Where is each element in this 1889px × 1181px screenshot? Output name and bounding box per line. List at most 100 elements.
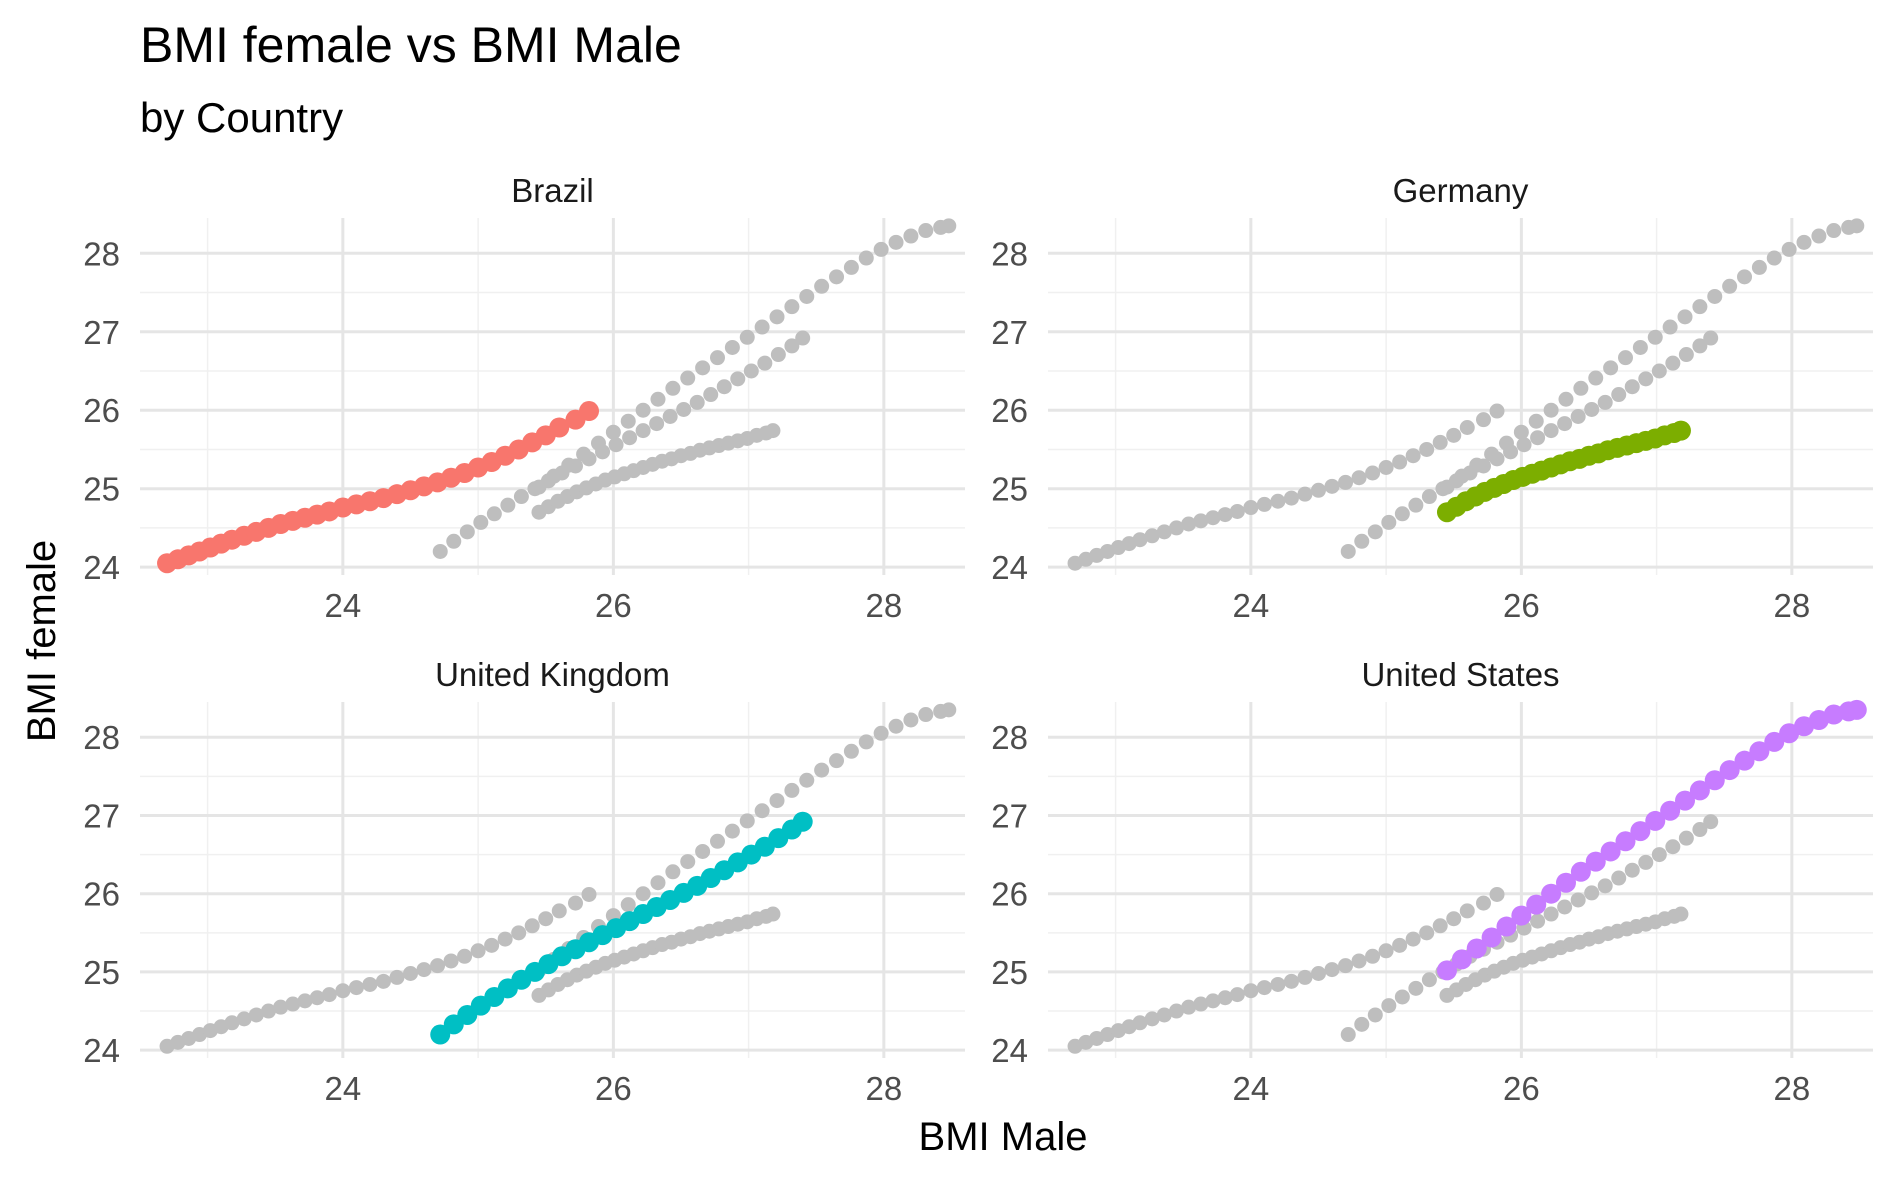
data-point-brazil [549, 417, 570, 438]
bg-point-brazil [470, 943, 486, 959]
bg-point-united-states [829, 753, 845, 769]
bg-point-brazil [402, 965, 418, 981]
bg-point-united-states [1722, 278, 1738, 294]
bg-point-brazil [1193, 996, 1209, 1012]
y-tick-label: 26 [83, 392, 120, 429]
bg-point-united-kingdom [1665, 355, 1681, 371]
bg-point-united-states [1543, 402, 1559, 418]
bg-point-united-kingdom [703, 387, 719, 403]
x-tick-label: 26 [1503, 587, 1540, 624]
bg-point-brazil [1310, 965, 1326, 981]
bg-point-brazil [1168, 1003, 1184, 1019]
bg-point-united-kingdom [432, 543, 448, 559]
bg-point-brazil [524, 918, 540, 934]
bg-point-united-states [1573, 380, 1589, 396]
x-tick-label: 28 [865, 587, 902, 624]
bg-point-united-states [739, 813, 755, 829]
y-tick-label: 28 [991, 719, 1028, 756]
bg-point-united-kingdom [1340, 543, 1356, 559]
bg-point-united-kingdom [784, 338, 800, 354]
bg-point-united-kingdom [1530, 430, 1546, 446]
bg-point-brazil [321, 987, 337, 1003]
bg-point-brazil [1193, 513, 1209, 529]
bg-point-brazil [1419, 925, 1435, 941]
bg-point-united-states [829, 269, 845, 285]
panel-title-brazil: Brazil [511, 172, 594, 209]
bg-point-united-states [1811, 228, 1827, 244]
bg-point-united-states [695, 360, 711, 376]
y-tick-label: 24 [991, 1032, 1028, 1069]
panel-title-united-kingdom: United Kingdom [435, 656, 670, 693]
bg-point-brazil [1243, 983, 1259, 999]
bg-point-brazil [1475, 895, 1491, 911]
data-point-united-states [1526, 894, 1547, 915]
y-tick-label: 27 [991, 314, 1028, 351]
y-tick-label: 26 [991, 392, 1028, 429]
bg-point-united-states [1849, 218, 1865, 234]
y-tick-label: 28 [83, 235, 120, 272]
bg-point-brazil [1256, 496, 1272, 512]
bg-point-united-kingdom [1530, 913, 1546, 929]
bg-point-brazil [1446, 427, 1462, 443]
y-axis-title: BMI female [20, 540, 64, 742]
bg-point-united-kingdom [459, 524, 475, 540]
bg-point-brazil [1270, 493, 1286, 509]
data-point-united-states [1570, 861, 1591, 882]
bg-point-united-kingdom [1665, 839, 1681, 855]
bg-point-brazil [224, 1015, 240, 1031]
bg-point-brazil [375, 973, 391, 989]
bg-point-united-kingdom [676, 401, 692, 417]
bg-point-united-states [918, 707, 934, 723]
bg-point-united-states [561, 457, 577, 473]
bg-point-united-states [1766, 250, 1782, 266]
data-point-united-states [1749, 741, 1770, 762]
bg-point-united-kingdom [608, 437, 624, 453]
bg-point-united-kingdom [1381, 514, 1397, 530]
bg-point-united-kingdom [1651, 363, 1667, 379]
data-point-united-states [1541, 883, 1562, 904]
bg-point-united-kingdom [795, 330, 811, 346]
x-tick-label: 26 [595, 1070, 632, 1107]
bg-point-brazil [1297, 969, 1313, 985]
bg-point-united-states [918, 223, 934, 239]
bg-point-brazil [430, 958, 446, 974]
y-tick-label: 27 [83, 797, 120, 834]
bg-point-brazil [1405, 448, 1421, 464]
data-point-united-states [1779, 723, 1800, 744]
bg-point-united-states [754, 803, 770, 819]
bg-point-united-kingdom [770, 347, 786, 363]
bg-point-united-kingdom [446, 533, 462, 549]
y-tick-label: 25 [83, 954, 120, 991]
bg-point-united-kingdom [716, 379, 732, 395]
bg-point-united-states [941, 702, 957, 718]
bg-point-brazil [497, 931, 513, 947]
bg-point-united-states [1751, 259, 1767, 275]
bg-point-germany [765, 423, 781, 439]
y-tick-label: 28 [83, 719, 120, 756]
bg-point-united-kingdom [1557, 899, 1573, 915]
bg-point-united-states [1618, 350, 1633, 366]
bg-point-united-kingdom [1611, 870, 1627, 886]
bg-point-united-states [635, 402, 651, 418]
bg-point-brazil [1446, 911, 1462, 927]
x-tick-label: 26 [595, 587, 632, 624]
x-tick-label: 28 [1773, 587, 1810, 624]
bg-point-united-kingdom [1421, 972, 1437, 988]
bg-point-united-kingdom [1367, 524, 1383, 540]
data-point-united-states [1660, 800, 1681, 821]
bg-point-united-states [546, 468, 562, 484]
bg-point-united-states [650, 875, 666, 891]
bg-point-brazil [1324, 962, 1340, 978]
bg-point-united-states [769, 793, 785, 809]
data-point-united-states [1496, 916, 1517, 937]
bg-point-united-kingdom [743, 363, 759, 379]
bg-point-brazil [1489, 403, 1505, 419]
bg-point-united-kingdom [1354, 533, 1370, 549]
data-point-united-states [1689, 780, 1710, 801]
bg-point-brazil [297, 993, 313, 1009]
bg-point-united-kingdom [757, 355, 773, 371]
bg-point-united-states [576, 446, 592, 462]
bg-point-brazil [1432, 434, 1448, 450]
bg-point-brazil [1229, 987, 1245, 1003]
bg-point-united-states [1513, 424, 1529, 440]
